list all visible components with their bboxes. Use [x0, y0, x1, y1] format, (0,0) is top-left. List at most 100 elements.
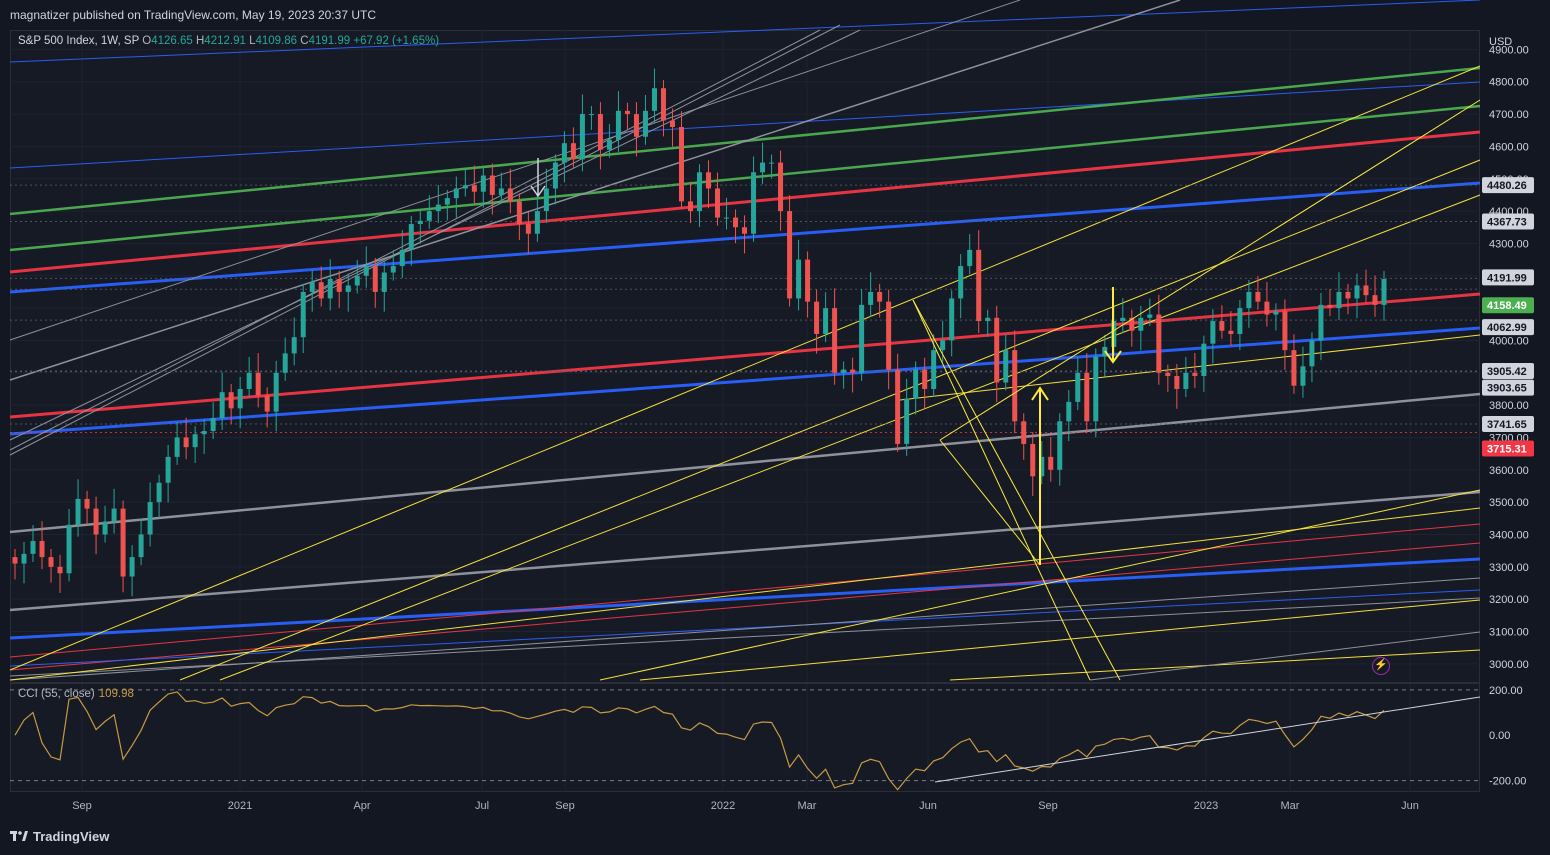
candle-body: [751, 172, 757, 234]
candle-body: [498, 188, 504, 195]
candle-body: [210, 418, 216, 431]
candle-body: [787, 211, 793, 299]
candle-body: [724, 217, 730, 219]
candle-body: [687, 201, 693, 212]
trend-line: [9, 104, 1481, 252]
candle-body: [1363, 285, 1369, 296]
candle-body: [381, 272, 387, 292]
candle-body: [543, 188, 549, 212]
candle-body: [814, 301, 820, 334]
candle-body: [156, 482, 162, 503]
candle-body: [300, 291, 306, 338]
candle-body: [642, 110, 648, 137]
low-value: 4109.86: [255, 35, 298, 47]
candle-body: [201, 430, 207, 435]
candle-body: [1003, 350, 1009, 383]
candle-body: [462, 185, 468, 189]
fan-line: [912, 299, 1091, 681]
fan-line: [912, 299, 1121, 681]
candle-body: [39, 540, 45, 558]
candle-body: [66, 524, 72, 574]
trend-line: [9, 130, 1481, 274]
candle-body: [129, 557, 135, 577]
candle-body: [507, 188, 513, 202]
symbol-legend[interactable]: S&P 500 Index, 1W, SP O4126.65 H4212.91 …: [18, 35, 439, 47]
candle-body: [1264, 301, 1270, 315]
candle-body: [534, 211, 540, 234]
candle-body: [706, 172, 712, 189]
chart-pane[interactable]: [10, 30, 1480, 792]
trend-line: [9, 0, 1481, 63]
candle-body: [228, 392, 234, 409]
candle-body: [1255, 291, 1261, 302]
cci-trend-line: [934, 696, 1481, 783]
candle-body: [624, 110, 630, 115]
cci-legend[interactable]: CCI (55, close) 109.98: [18, 688, 134, 700]
trend-line: [9, 24, 841, 456]
candle-body: [949, 298, 955, 341]
trend-line: [899, 334, 1481, 401]
candle-body: [1165, 372, 1171, 377]
trend-line: [9, 292, 1481, 419]
candle-body: [1201, 343, 1207, 377]
annotations: [530, 99, 1481, 681]
candle-body: [435, 204, 441, 212]
candle-body: [84, 498, 90, 509]
candle-body: [426, 211, 432, 221]
trend-line: [9, 507, 1481, 681]
candle-body: [102, 521, 108, 535]
candle-body: [147, 502, 153, 535]
candle-body: [246, 372, 252, 389]
tradingview-logo-icon: [10, 831, 28, 841]
candle-body: [877, 291, 883, 302]
candle-body: [850, 369, 856, 373]
candle-body: [778, 162, 784, 212]
candle-body: [1012, 350, 1018, 422]
candle-body: [769, 162, 775, 164]
candle-body: [1048, 456, 1054, 470]
candle-body: [165, 456, 171, 483]
candle-body: [417, 220, 423, 225]
candle-body: [93, 508, 99, 535]
candle-body: [1345, 291, 1351, 299]
lightning-icon[interactable]: ⚡: [1372, 657, 1390, 675]
candle-body: [138, 534, 144, 558]
candle-body: [976, 249, 982, 322]
candle-body: [336, 279, 342, 292]
candle-body: [1228, 330, 1234, 334]
candle-body: [192, 434, 198, 448]
candle-body: [633, 114, 639, 137]
candle-body: [453, 188, 459, 199]
candle-body: [1372, 295, 1378, 305]
candle-body: [1354, 285, 1360, 299]
candle-body: [309, 282, 315, 292]
down-arrow-white-head: [530, 185, 546, 198]
candle-body: [57, 566, 63, 574]
candle-body: [525, 224, 531, 234]
candle-body: [408, 224, 414, 250]
candle-body: [742, 227, 748, 234]
candle-body: [823, 308, 829, 334]
candle-body: [1192, 372, 1198, 377]
candle-body: [1273, 311, 1279, 315]
cci-pane: [10, 682, 1550, 791]
low-label: L: [249, 35, 256, 47]
cci-name: CCI (55, close): [18, 688, 95, 700]
candle-body: [922, 369, 928, 389]
trend-line: [9, 490, 1481, 612]
trend-line: [219, 194, 1481, 681]
candle-body: [1291, 350, 1297, 386]
candle-body: [30, 540, 36, 554]
trend-line: [9, 65, 1481, 671]
publisher-text: magnatizer published on TradingView.com,…: [10, 8, 376, 22]
candle-body: [1381, 279, 1387, 305]
candle-body: [1021, 421, 1027, 444]
candle-body: [273, 372, 279, 412]
trend-line: [9, 326, 1481, 436]
candle-body: [859, 304, 865, 373]
price-axis[interactable]: [1480, 30, 1550, 792]
candle-body: [174, 437, 180, 457]
change-value: +67.92 (+1.65%): [353, 35, 440, 47]
candle-body: [606, 139, 612, 150]
